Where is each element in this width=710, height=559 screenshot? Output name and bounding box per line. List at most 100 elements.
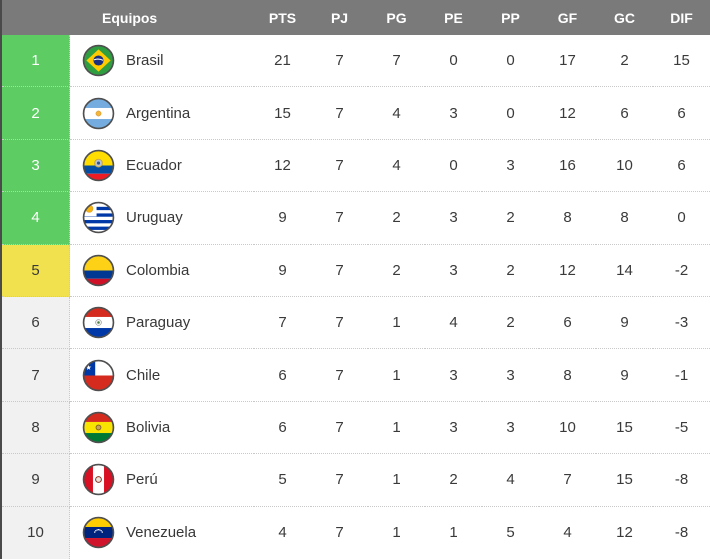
- stat-pe: 0: [425, 139, 482, 193]
- stat-gc: 9: [596, 349, 653, 402]
- stat-pg: 1: [368, 349, 425, 402]
- argentina-flag-icon: [82, 97, 115, 130]
- uruguay-flag-icon: [82, 201, 115, 234]
- stat-gc: 12: [596, 506, 653, 559]
- table-row-colombia[interactable]: 5 Colombia 9 7 2 3 2 12 14 -2: [2, 244, 710, 298]
- team-cell: Chile: [70, 349, 254, 402]
- bolivia-flag-icon: [82, 411, 115, 444]
- paraguay-flag-icon: [82, 306, 115, 339]
- table-row-bolivia[interactable]: 8 Bolivia 6 7 1 3 3 10 15 -5: [2, 401, 710, 455]
- stat-pts: 12: [254, 139, 311, 193]
- stat-pg: 2: [368, 192, 425, 245]
- stat-pts: 9: [254, 192, 311, 245]
- stat-gc: 14: [596, 244, 653, 298]
- stat-pp: 0: [482, 87, 539, 140]
- position-cell: 2: [2, 87, 70, 140]
- stat-pe: 3: [425, 87, 482, 140]
- team-cell: Bolivia: [70, 401, 254, 455]
- stat-gc: 15: [596, 454, 653, 507]
- stat-pp: 2: [482, 244, 539, 298]
- team-cell: Perú: [70, 454, 254, 507]
- table-row-brasil[interactable]: 1 Brasil 21 7 7 0 0 17 2 15: [2, 35, 710, 88]
- stat-pts: 9: [254, 244, 311, 298]
- stat-gf: 4: [539, 506, 596, 559]
- team-cell: Brasil: [70, 35, 254, 88]
- table-row-chile[interactable]: 7 Chile 6 7 1 3 3 8 9 -1: [2, 349, 710, 402]
- stat-gc: 2: [596, 35, 653, 88]
- team-cell: Venezuela: [70, 506, 254, 559]
- table-header-row: Equipos PTS PJ PG PE PP GF GC DIF: [2, 0, 710, 35]
- table-row-uruguay[interactable]: 4 Uruguay 9 7 2: [2, 192, 710, 245]
- stat-pj: 7: [311, 139, 368, 193]
- brasil-flag-icon: [82, 44, 115, 77]
- stat-gf: 8: [539, 349, 596, 402]
- stat-gf: 7: [539, 454, 596, 507]
- stat-dif: -3: [653, 297, 710, 350]
- position-cell: 1: [2, 35, 70, 88]
- stat-pg: 4: [368, 87, 425, 140]
- stat-pg: 1: [368, 506, 425, 559]
- table-row-peru[interactable]: 9 Perú 5 7 1 2 4 7 15 -8: [2, 454, 710, 507]
- stat-dif: 6: [653, 87, 710, 140]
- header-pj: PJ: [330, 9, 349, 26]
- header-gc: GC: [614, 9, 635, 26]
- stat-pp: 4: [482, 454, 539, 507]
- position-cell: 6: [2, 297, 70, 350]
- position-cell: 3: [2, 139, 70, 193]
- team-name: Colombia: [126, 261, 190, 279]
- team-name: Brasil: [126, 52, 164, 70]
- stat-pg: 4: [368, 139, 425, 193]
- table-row-paraguay[interactable]: 6 Paraguay 7 7 1 4 2 6 9: [2, 297, 710, 350]
- stat-pp: 3: [482, 401, 539, 455]
- stat-pe: 3: [425, 244, 482, 298]
- stat-gc: 10: [596, 139, 653, 193]
- team-cell: Colombia: [70, 244, 254, 298]
- team-name: Perú: [126, 471, 158, 489]
- stat-pe: 3: [425, 401, 482, 455]
- stat-pe: 3: [425, 192, 482, 245]
- stat-pj: 7: [311, 87, 368, 140]
- stat-dif: 6: [653, 139, 710, 193]
- table-row-argentina[interactable]: 2 Argentina 15 7 4 3 0 12 6 6: [2, 87, 710, 140]
- stat-pp: 0: [482, 35, 539, 88]
- stat-pp: 2: [482, 297, 539, 350]
- stat-pj: 7: [311, 454, 368, 507]
- stat-pg: 2: [368, 244, 425, 298]
- position-cell: 10: [2, 506, 70, 559]
- stat-pp: 3: [482, 139, 539, 193]
- position-cell: 9: [2, 454, 70, 507]
- stat-pts: 6: [254, 401, 311, 455]
- stat-gf: 6: [539, 297, 596, 350]
- stat-dif: -2: [653, 244, 710, 298]
- stat-pts: 4: [254, 506, 311, 559]
- stat-pg: 7: [368, 35, 425, 88]
- stat-pj: 7: [311, 506, 368, 559]
- ecuador-flag-icon: [82, 149, 115, 182]
- team-name: Paraguay: [126, 314, 191, 332]
- team-cell: Paraguay: [70, 297, 254, 350]
- table-row-ecuador[interactable]: 3 Ecuador 12 7 4 0 3 16 10: [2, 139, 710, 193]
- position-cell: 7: [2, 349, 70, 402]
- stat-gc: 8: [596, 192, 653, 245]
- peru-flag-icon: [82, 463, 115, 496]
- header-pe: PE: [444, 9, 463, 26]
- table-row-venezuela[interactable]: 10: [2, 506, 710, 559]
- stat-pj: 7: [311, 401, 368, 455]
- team-name: Ecuador: [126, 157, 182, 175]
- header-position-col: [2, 0, 70, 35]
- stat-pts: 15: [254, 87, 311, 140]
- stat-pts: 5: [254, 454, 311, 507]
- team-cell: Uruguay: [70, 192, 254, 245]
- stat-pe: 1: [425, 506, 482, 559]
- header-pg: PG: [386, 9, 407, 26]
- colombia-flag-icon: [82, 254, 115, 287]
- stat-pj: 7: [311, 35, 368, 88]
- stat-pg: 1: [368, 297, 425, 350]
- venezuela-flag-icon: [82, 516, 115, 549]
- stat-gf: 12: [539, 87, 596, 140]
- position-cell: 8: [2, 401, 70, 455]
- stat-pts: 6: [254, 349, 311, 402]
- stat-pg: 1: [368, 454, 425, 507]
- stat-pp: 5: [482, 506, 539, 559]
